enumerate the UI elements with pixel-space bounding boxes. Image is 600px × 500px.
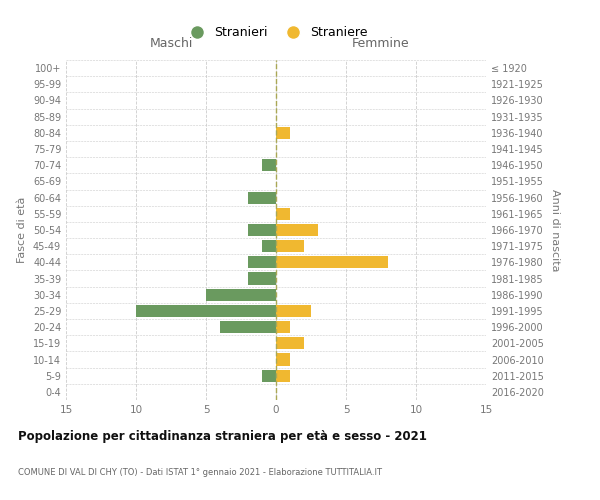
Y-axis label: Anni di nascita: Anni di nascita bbox=[550, 188, 560, 271]
Bar bbox=[276, 370, 290, 382]
Bar bbox=[220, 321, 276, 333]
Bar bbox=[276, 240, 304, 252]
Y-axis label: Fasce di età: Fasce di età bbox=[17, 197, 27, 263]
Bar bbox=[206, 288, 276, 301]
Bar bbox=[276, 338, 304, 349]
Bar bbox=[248, 272, 276, 284]
Bar bbox=[248, 192, 276, 203]
Bar bbox=[276, 305, 311, 317]
Text: Popolazione per cittadinanza straniera per età e sesso - 2021: Popolazione per cittadinanza straniera p… bbox=[18, 430, 427, 443]
Text: COMUNE DI VAL DI CHY (TO) - Dati ISTAT 1° gennaio 2021 - Elaborazione TUTTITALIA: COMUNE DI VAL DI CHY (TO) - Dati ISTAT 1… bbox=[18, 468, 382, 477]
Bar bbox=[262, 240, 276, 252]
Bar bbox=[262, 370, 276, 382]
Bar bbox=[248, 224, 276, 236]
Bar bbox=[276, 256, 388, 268]
Bar bbox=[248, 256, 276, 268]
Bar bbox=[276, 127, 290, 139]
Bar bbox=[276, 354, 290, 366]
Bar bbox=[262, 159, 276, 172]
Bar bbox=[276, 208, 290, 220]
Bar bbox=[136, 305, 276, 317]
Text: Maschi: Maschi bbox=[149, 37, 193, 50]
Bar bbox=[276, 321, 290, 333]
Text: Femmine: Femmine bbox=[352, 37, 410, 50]
Bar bbox=[276, 224, 318, 236]
Legend: Stranieri, Straniere: Stranieri, Straniere bbox=[179, 21, 373, 44]
